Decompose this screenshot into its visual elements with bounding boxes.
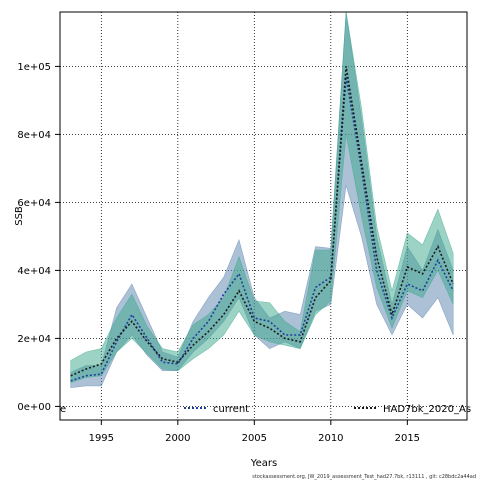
corner-label: e: [60, 404, 66, 415]
line-current: [70, 76, 454, 382]
x-tick-label: 1995: [89, 433, 114, 444]
x-axis-title: Years: [250, 458, 277, 469]
y-tick-label: 1e+05: [17, 62, 51, 73]
y-tick-label: 2e+04: [17, 334, 51, 345]
x-tick-label: 2015: [395, 433, 420, 444]
y-axis: 0e+00 2e+04 4e+04 6e+04 8e+04 1e+05: [17, 62, 60, 413]
y-tick-label: 6e+04: [17, 198, 51, 209]
footer-text: stockassessment.org, JW_2019_assessment_…: [252, 474, 476, 480]
y-tick-label: 4e+04: [17, 266, 51, 277]
confidence-bands: [70, 12, 454, 389]
line-had7bk-2020-as: [70, 66, 454, 377]
y-axis-title: SSB: [14, 206, 25, 226]
band-had7bk-2020-as: [70, 12, 454, 384]
y-tick-label: 8e+04: [17, 130, 51, 141]
y-tick-label: 0e+00: [17, 402, 51, 413]
x-tick-label: 2000: [165, 433, 190, 444]
legend-label-had7bk: HAD7bk_2020_As: [383, 404, 471, 415]
legend-label-current: current: [213, 404, 249, 415]
x-tick-label: 2005: [242, 433, 267, 444]
series-lines: [70, 66, 454, 382]
x-tick-label: 2010: [318, 433, 343, 444]
legend: current HAD7bk_2020_As: [184, 404, 471, 415]
plot-border: [59, 11, 468, 421]
x-axis: 1995 2000 2005 2010 2015: [89, 420, 420, 444]
